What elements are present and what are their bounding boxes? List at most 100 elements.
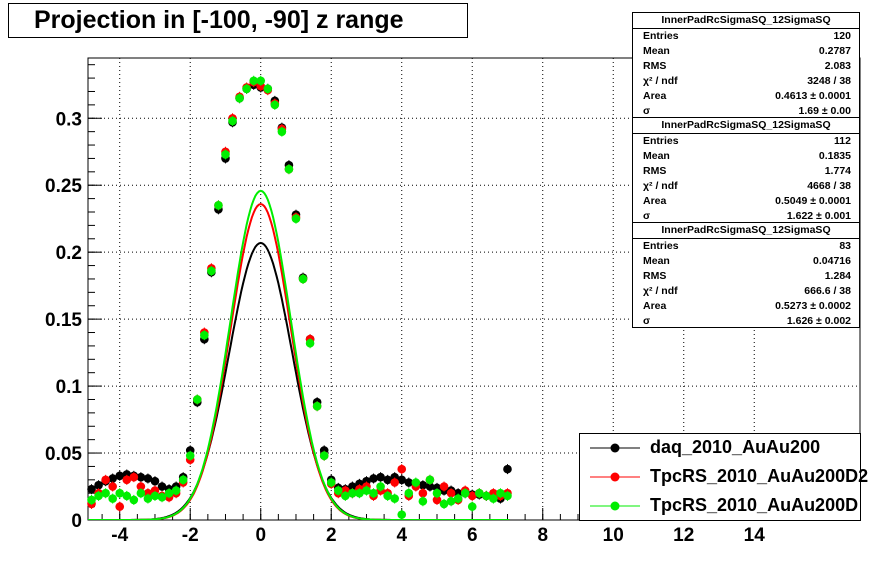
data-point (143, 474, 153, 483)
chart-title-text: Projection in [-100, -90] z range (34, 6, 404, 34)
data-point (404, 478, 414, 487)
stats-row-chi2: χ² / ndf 3248 / 38 (643, 75, 851, 87)
data-point (108, 482, 117, 491)
data-point (446, 496, 456, 506)
fit-curves (88, 189, 510, 520)
data-point (425, 475, 435, 485)
stats-row-mean: Mean 0.2787 (643, 45, 851, 57)
data-point (150, 476, 160, 486)
data-point (115, 471, 125, 481)
data-point (439, 499, 449, 509)
data-point (235, 93, 244, 103)
data-point (467, 491, 477, 501)
legend-marker-icon (590, 472, 640, 482)
data-point (94, 491, 103, 501)
data-point (319, 451, 329, 461)
stats-row-mean: Mean 0.1835 (643, 150, 851, 162)
data-point (207, 266, 216, 276)
data-point (489, 494, 498, 503)
x-tick-label: 12 (673, 525, 694, 546)
data-point (178, 475, 188, 485)
data-point (326, 478, 336, 487)
stats-row-entries: Entries 112 (643, 135, 851, 147)
data-point (122, 491, 132, 501)
data-point (432, 495, 442, 505)
data-point (453, 494, 463, 503)
y-tick-labels: 0 0.05 0.1 0.15 0.2 0.25 0.3 (45, 109, 82, 532)
data-point (418, 488, 428, 498)
legend-entry-tpcrs-d: TpcRS_2010_AuAu200D (580, 492, 860, 521)
data-point (503, 491, 512, 501)
data-point (122, 475, 132, 485)
data-point (214, 201, 223, 210)
data-point (341, 491, 350, 501)
data-point (256, 76, 266, 86)
data-point (129, 472, 139, 482)
chart-title: Projection in [-100, -90] z range (8, 3, 468, 38)
data-point (404, 488, 414, 498)
data-point (411, 478, 421, 487)
y-tick-label: 0.2 (56, 243, 82, 264)
data-point (185, 451, 195, 461)
stats-row-rms: RMS 2.083 (643, 60, 851, 72)
y-tick-label: 0.3 (56, 109, 82, 130)
y-tick-label: 0 (71, 511, 82, 532)
data-point (136, 472, 146, 482)
legend: daq_2010_AuAu200 TpcRS_2010_AuAu200D2 Tp… (579, 433, 868, 521)
stats-row-area: Area 0.5273 ± 0.0002 (643, 300, 851, 312)
legend-entry-daq: daq_2010_AuAu200 (580, 434, 860, 463)
x-tick-label: 4 (396, 525, 407, 546)
x-tick-labels: -4 -2 0 2 4 6 8 10 12 14 (111, 525, 765, 546)
data-point (376, 472, 385, 482)
data-point (108, 494, 117, 503)
data-point (136, 488, 146, 498)
stats-row-rms: RMS 1.774 (643, 165, 851, 177)
data-point (249, 76, 258, 86)
data-point (192, 395, 202, 404)
data-point (482, 491, 491, 501)
legend-label: TpcRS_2010_AuAu200D (650, 495, 859, 515)
data-point (397, 464, 407, 474)
stats-box-tpcrs-d2: InnerPadRcSigmaSQ_12SigmaSQ Entries 112 M… (632, 117, 860, 223)
data-point (369, 488, 378, 498)
data-point (200, 330, 209, 340)
data-point (270, 100, 280, 110)
data-point (439, 482, 449, 491)
x-tick-label: 10 (603, 525, 624, 546)
stats-row-chi2: χ² / ndf 4668 / 38 (643, 180, 851, 192)
data-point (418, 496, 428, 506)
x-tick-label: -4 (111, 525, 128, 546)
data-point (298, 274, 308, 284)
data-point (425, 482, 435, 491)
stats-row-sigma: σ 1.626 ± 0.002 (643, 315, 851, 327)
data-point (369, 474, 378, 483)
data-point (108, 474, 117, 483)
stats-row-chi2: χ² / ndf 666.6 / 38 (643, 285, 851, 297)
data-point (467, 502, 477, 511)
stats-row-sigma: σ 1.69 ± 0.00 (643, 105, 851, 117)
data-point (115, 502, 125, 511)
stats-box-daq: InnerPadRcSigmaSQ_12SigmaSQ Entries 120 M… (632, 12, 860, 118)
data-point (164, 488, 174, 498)
data-point (136, 482, 146, 491)
data-point (397, 510, 407, 519)
data-point (291, 214, 301, 223)
fit-curve (88, 189, 510, 520)
data-point (397, 475, 407, 485)
x-tick-label: 14 (744, 525, 766, 546)
data-point (101, 475, 110, 485)
data-point (143, 494, 153, 503)
stats-box-name: InnerPadRcSigmaSQ_12SigmaSQ (633, 13, 859, 29)
data-point (171, 486, 181, 495)
data-point (312, 401, 322, 411)
data-point (87, 495, 96, 505)
data-point (446, 488, 456, 498)
stats-row-area: Area 0.5049 ± 0.0001 (643, 195, 851, 207)
x-tick-label: 0 (255, 525, 266, 546)
stats-row-sigma: σ 1.622 ± 0.001 (643, 210, 851, 222)
data-points (87, 75, 512, 520)
stats-row-rms: RMS 1.284 (643, 270, 851, 282)
data-point (460, 488, 470, 498)
legend-label: daq_2010_AuAu200 (650, 437, 821, 457)
data-point (348, 482, 357, 491)
